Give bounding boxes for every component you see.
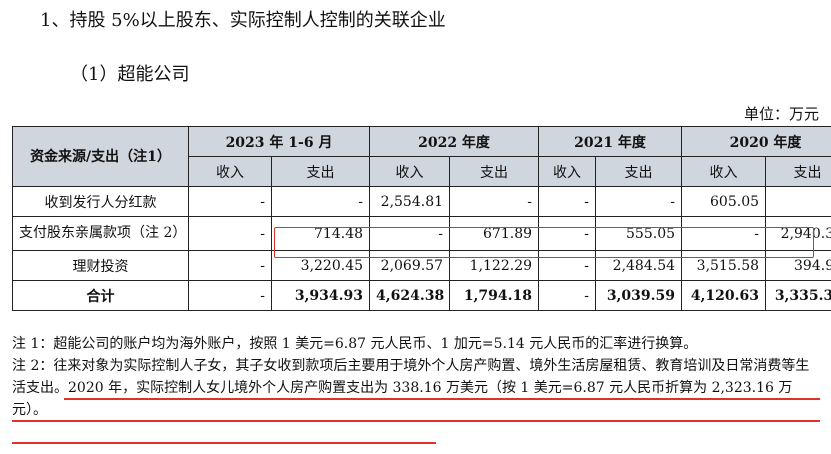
- note-1: 注 1：超能公司的账户均为海外账户，按照 1 美元=6.87 元人民币、1 加元…: [12, 336, 698, 352]
- total-row: 合计 - 3,934.93 4,624.38 1,794.18 - 3,039.…: [12, 280, 831, 311]
- total-cell: -: [538, 280, 597, 311]
- total-cell: 4,120.63: [681, 280, 767, 311]
- income-header: 收入: [369, 156, 451, 187]
- total-cell: 3,039.59: [595, 280, 683, 311]
- table-cell: 394.98: [765, 250, 831, 281]
- table-row: 理财投资 - 3,220.45 2,069.57 1,122.29 - 2,48…: [12, 250, 831, 281]
- highlight-box: [274, 227, 814, 258]
- total-cell: 3,335.34: [765, 280, 831, 311]
- expense-header: 支出: [765, 156, 831, 187]
- table-row: 收到发行人分红款 - - 2,554.81 - - - 605.05 -: [12, 186, 831, 217]
- unit-label: 单位：万元: [743, 105, 819, 123]
- table-cell: -: [188, 186, 272, 217]
- row-label: 支付股东亲属款项（注 2）: [12, 216, 189, 251]
- table-cell: 2,484.54: [595, 250, 683, 281]
- total-cell: -: [188, 280, 272, 311]
- expense-header: 支出: [270, 156, 371, 187]
- table-cell: -: [449, 186, 540, 217]
- income-header: 收入: [188, 156, 272, 187]
- table-cell: -: [765, 186, 831, 217]
- income-header: 收入: [681, 156, 767, 187]
- total-cell: 4,624.38: [369, 280, 451, 311]
- table-cell: 605.05: [681, 186, 767, 217]
- subsection-heading: （1）超能公司: [70, 64, 190, 85]
- period-header: 2021 年度: [538, 126, 683, 157]
- row-label: 理财投资: [12, 250, 189, 281]
- table-cell: -: [270, 186, 371, 217]
- table-cell: -: [595, 186, 683, 217]
- total-label: 合计: [12, 280, 189, 311]
- table-cell: -: [538, 216, 597, 251]
- table-cell: 3,515.58: [681, 250, 767, 281]
- expense-header: 支出: [449, 156, 540, 187]
- total-cell: 1,794.18: [449, 280, 540, 311]
- expense-header: 支出: [595, 156, 683, 187]
- table-cell: 555.05: [595, 216, 683, 251]
- financial-table: 资金来源/支出（注1） 2023 年 1-6 月 2022 年度 2021 年度…: [12, 126, 831, 311]
- income-header: 收入: [538, 156, 597, 187]
- notes-section: 注 1：超能公司的账户均为海外账户，按照 1 美元=6.87 元人民币、1 加元…: [12, 333, 820, 421]
- table-cell: -: [538, 186, 597, 217]
- period-header: 2020 年度: [681, 126, 831, 157]
- highlight-underline: [64, 398, 820, 400]
- row-header-cell: 资金来源/支出（注1）: [12, 126, 189, 187]
- section-heading: 1、持股 5%以上股东、实际控制人控制的关联企业: [40, 10, 446, 31]
- period-header: 2023 年 1-6 月: [187, 126, 371, 157]
- highlight-underline: [12, 442, 436, 444]
- table-cell: -: [188, 250, 272, 281]
- total-cell: 3,934.93: [270, 280, 371, 311]
- table-cell: 714.48: [270, 216, 371, 251]
- highlight-underline: [12, 420, 820, 422]
- table-cell: 2,069.57: [369, 250, 451, 281]
- row-label: 收到发行人分红款: [12, 186, 189, 217]
- table-cell: -: [188, 216, 272, 251]
- table-cell: 1,122.29: [449, 250, 540, 281]
- period-header: 2022 年度: [369, 126, 540, 157]
- note-2: 注 2：往来对象为实际控制人子女，其子女收到款项后主要用于境外个人房产购置、境外…: [12, 358, 810, 418]
- table-cell: 2,554.81: [369, 186, 451, 217]
- table-cell: 2,940.36: [765, 216, 831, 251]
